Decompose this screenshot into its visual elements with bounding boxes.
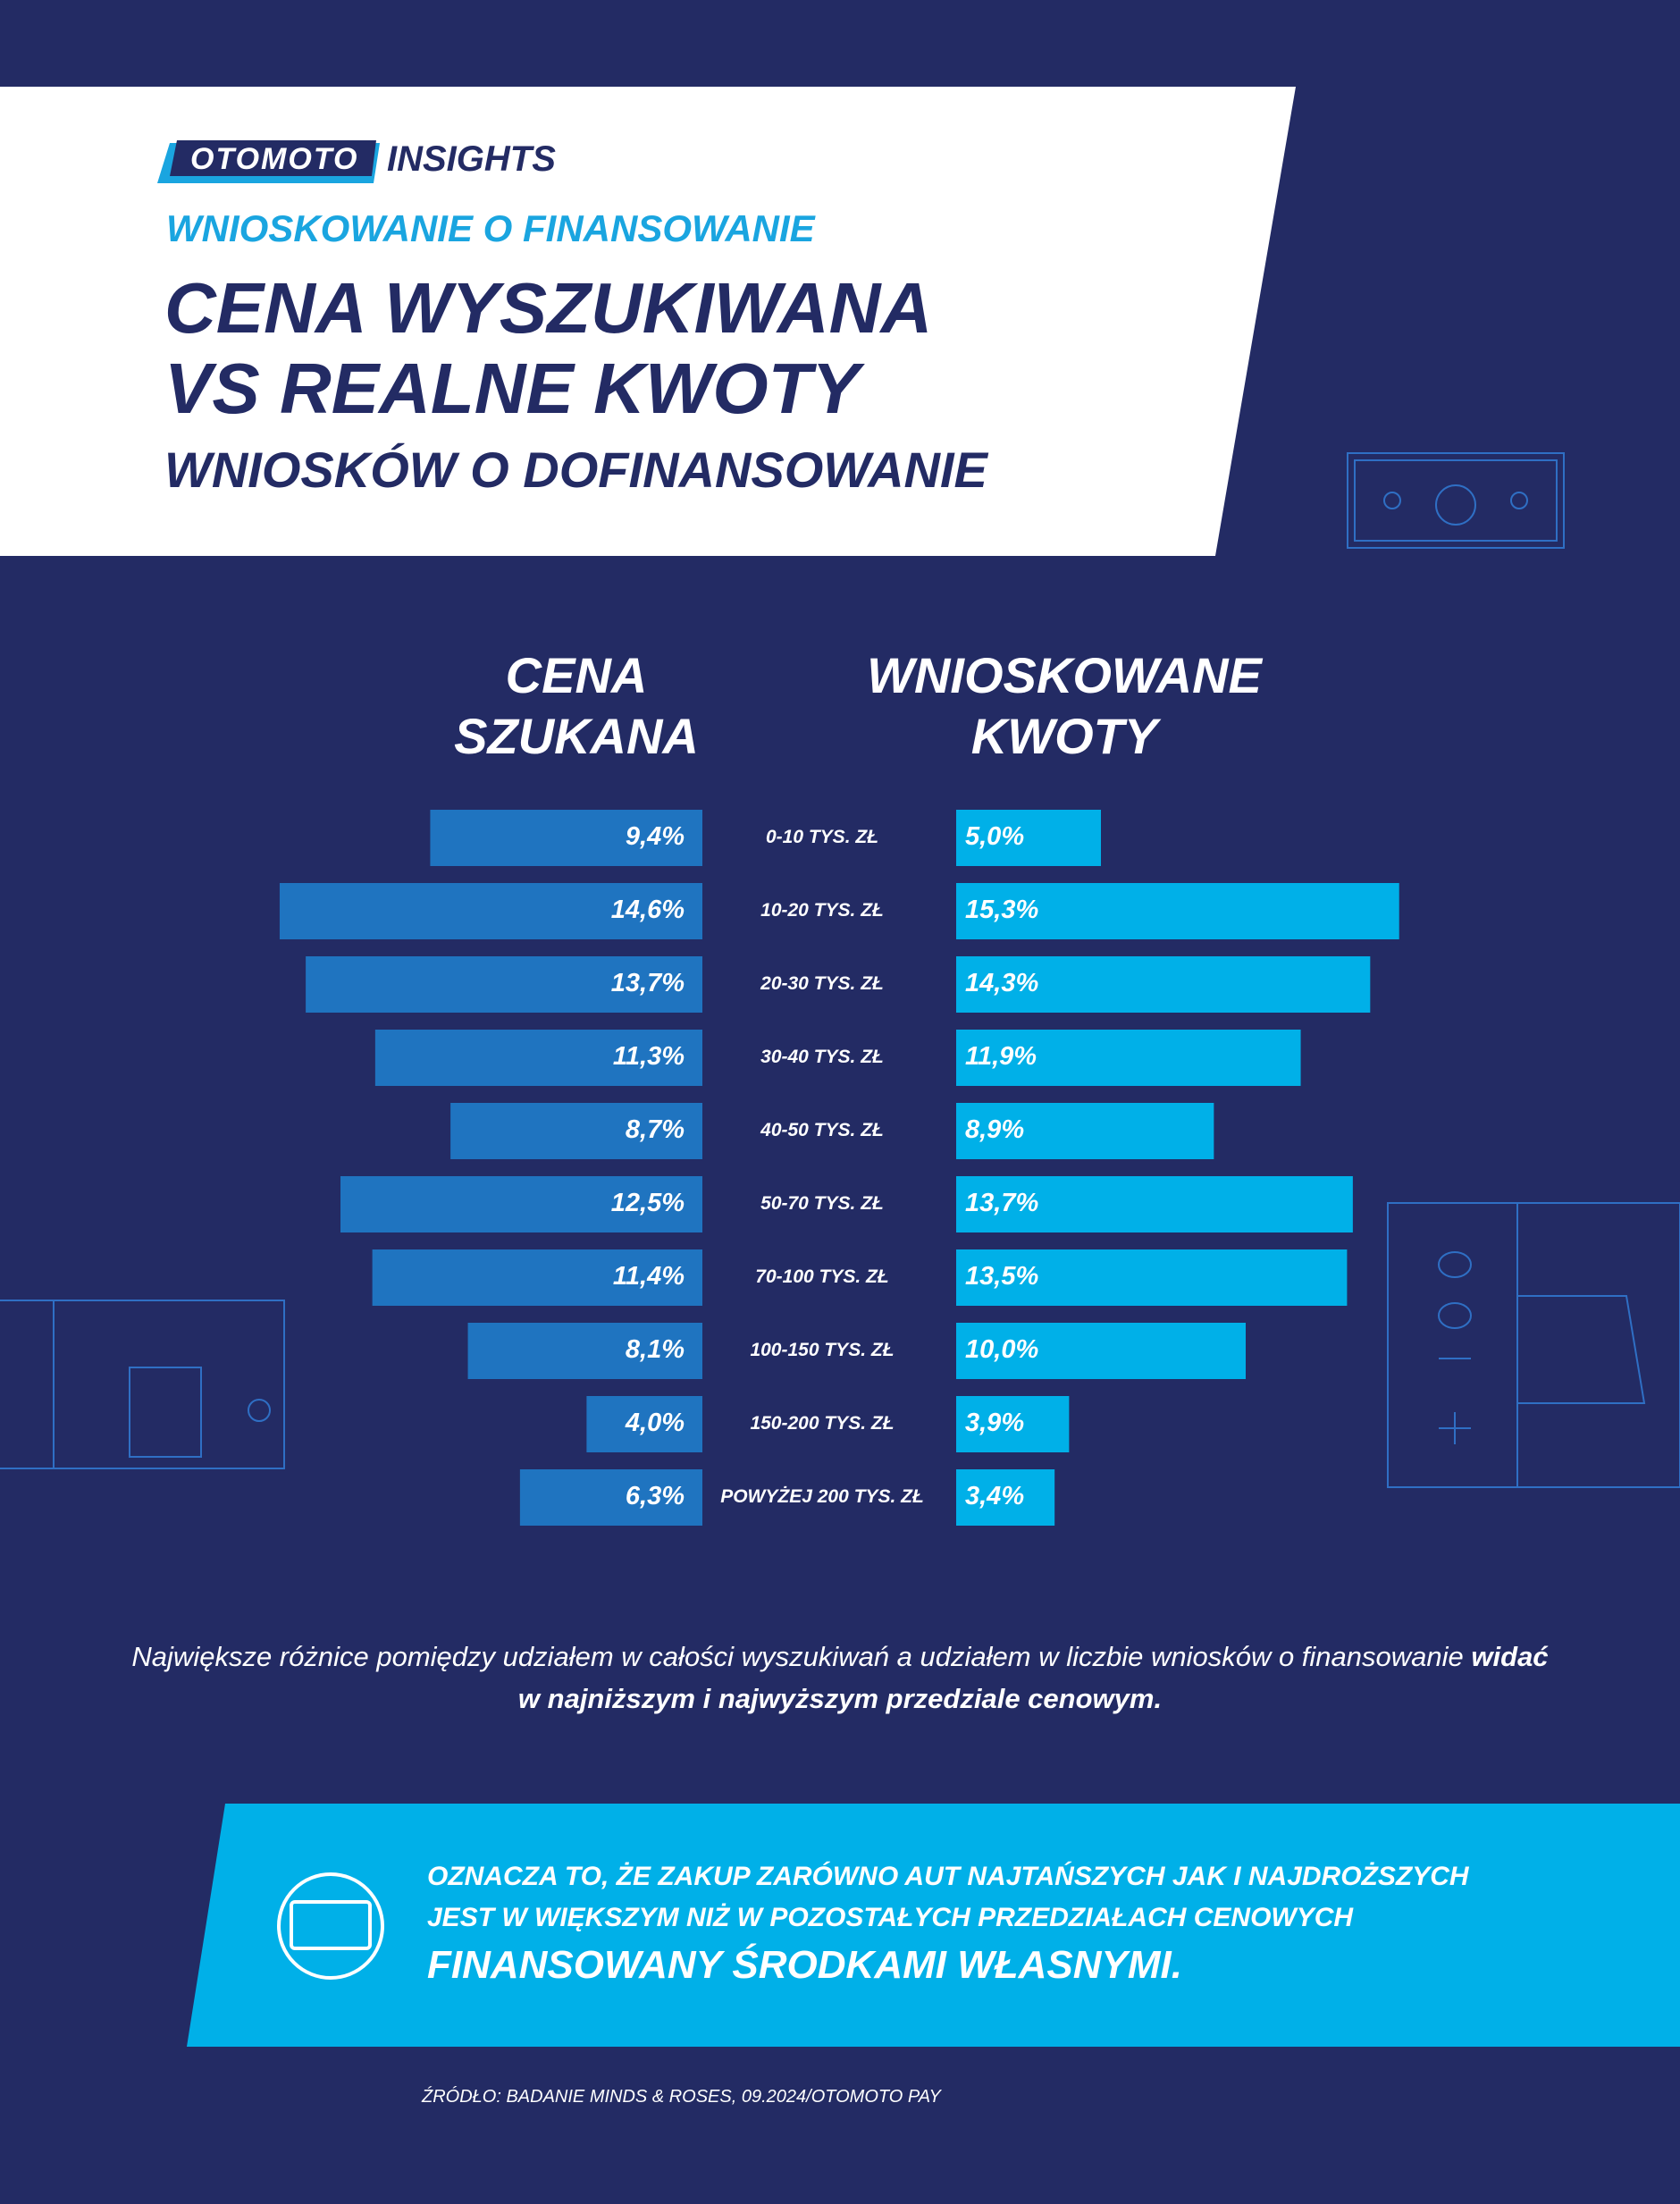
value-label: 15,3% (965, 896, 1038, 924)
value-label: 4,0% (625, 1409, 685, 1437)
note-emphasis: widać w najniższym i najwyższym przedzia… (517, 1641, 1549, 1714)
callout-panel (187, 1804, 1680, 2047)
callout-icon (277, 1872, 384, 1980)
value-label: 14,3% (965, 969, 1038, 997)
category-label: 20-30 TYS. ZŁ (760, 973, 884, 994)
value-label: 5,0% (965, 822, 1024, 851)
title-line: CENA WYSZUKIWANA (164, 268, 933, 348)
header-panel (0, 87, 1296, 556)
bar (956, 956, 1371, 1013)
logo-box (170, 140, 376, 176)
title-line: VS REALNE KWOTY (164, 349, 860, 428)
logo: OTOMOTO (190, 142, 359, 176)
bar (956, 1469, 1055, 1526)
value-label: 11,3% (613, 1042, 685, 1071)
value-label: 6,3% (626, 1482, 685, 1510)
category-label: 50-70 TYS. ZŁ (760, 1193, 884, 1214)
value-label: 13,7% (965, 1189, 1038, 1217)
bar (956, 1030, 1301, 1086)
bar (956, 1249, 1348, 1306)
value-label: 8,9% (965, 1115, 1024, 1144)
bar (586, 1396, 702, 1452)
bar (956, 883, 1399, 939)
bar (956, 1176, 1353, 1232)
bar (956, 1323, 1246, 1379)
decor-banknote (0, 452, 1680, 1488)
bar (450, 1103, 702, 1159)
bar (374, 1030, 702, 1086)
source: ŹRÓDŁO: BADANIE MINDS & ROSES, 09.2024/O… (422, 2087, 941, 2107)
bar (467, 1323, 702, 1379)
category-label: POWYŻEJ 200 TYS. ZŁ (720, 1486, 924, 1507)
brand: INSIGHTS (387, 139, 556, 179)
bar (956, 1396, 1070, 1452)
category-label: 30-40 TYS. ZŁ (760, 1047, 884, 1067)
bar (340, 1176, 702, 1232)
bar (372, 1249, 702, 1306)
value-label: 11,4% (613, 1262, 685, 1291)
value-label: 3,4% (965, 1482, 1024, 1510)
category-label: 100-150 TYS. ZŁ (750, 1340, 894, 1360)
note-text: Największe różnice pomiędzy udziałem w c… (131, 1641, 1464, 1672)
subtitle: WNIOSKÓW O DOFINANSOWANIE (164, 442, 987, 498)
value-label: 10,0% (965, 1335, 1038, 1364)
callout-icon-note (290, 1900, 372, 1950)
series-header: WNIOSKOWANE KWOTY (867, 647, 1262, 764)
value-label: 14,6% (611, 896, 685, 924)
bar (956, 1103, 1214, 1159)
value-label: 9,4% (626, 822, 685, 851)
value-label: 12,5% (611, 1189, 685, 1217)
value-label: 8,1% (626, 1335, 685, 1364)
value-label: 13,7% (611, 969, 685, 997)
callout-emphasis: FINANSOWANY ŚRODKAMI WŁASNYMI. (427, 1943, 1182, 1987)
category-label: 0-10 TYS. ZŁ (766, 827, 878, 847)
value-label: 3,9% (965, 1409, 1024, 1437)
category-label: 40-50 TYS. ZŁ (760, 1120, 884, 1140)
value-label: 8,7% (626, 1115, 685, 1144)
bar (519, 1469, 702, 1526)
category-label: 10-20 TYS. ZŁ (760, 900, 884, 921)
category-label: 150-200 TYS. ZŁ (750, 1413, 894, 1434)
value-label: 11,9% (965, 1042, 1037, 1071)
kicker: WNIOSKOWANIE O FINANSOWANIE (166, 207, 815, 249)
value-label: 13,5% (965, 1262, 1038, 1291)
callout-line: JEST W WIĘKSZYM NIŻ W POZOSTAŁYCH PRZEDZ… (427, 1903, 1354, 1932)
bar (306, 956, 702, 1013)
callout-line: OZNACZA TO, ŻE ZAKUP ZARÓWNO AUT NAJTAŃS… (427, 1862, 1469, 1891)
series-header: CENA SZUKANA (454, 647, 699, 764)
note: Największe różnice pomiędzy udziałem w c… (125, 1636, 1555, 1720)
bar (430, 810, 702, 866)
bar (279, 883, 702, 939)
category-label: 70-100 TYS. ZŁ (755, 1266, 888, 1287)
bar (956, 810, 1101, 866)
